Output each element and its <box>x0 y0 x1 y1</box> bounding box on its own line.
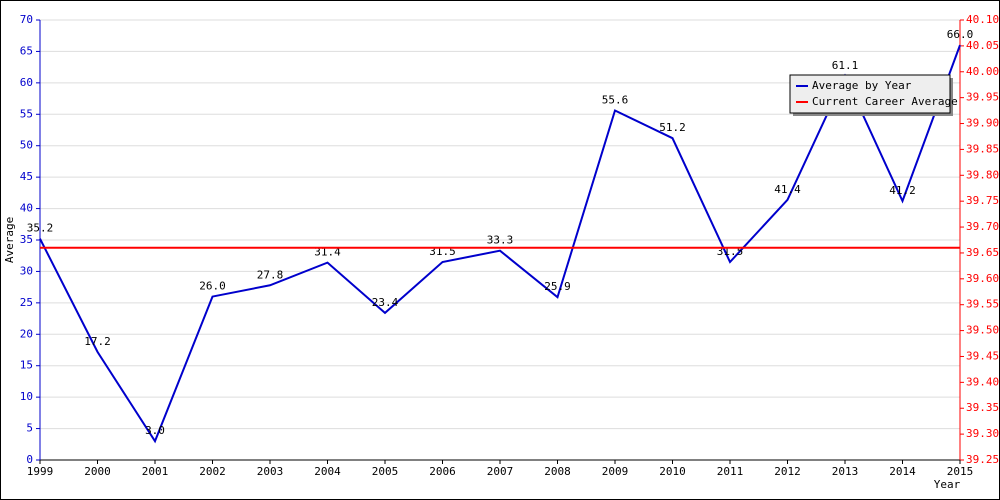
y-tick-label: 25 <box>20 296 33 309</box>
x-tick-label: 2001 <box>142 465 169 478</box>
x-tick-label: 2002 <box>199 465 226 478</box>
x-tick-label: 2005 <box>372 465 399 478</box>
x-tick-label: 2013 <box>832 465 859 478</box>
y2-tick-label: 40.00 <box>966 65 999 78</box>
y-tick-label: 20 <box>20 327 33 340</box>
y2-tick-label: 39.70 <box>966 220 999 233</box>
data-label: 51.2 <box>659 121 686 134</box>
y2-tick-label: 39.25 <box>966 453 999 466</box>
x-tick-label: 2000 <box>84 465 111 478</box>
y-tick-label: 60 <box>20 76 33 89</box>
y2-tick-label: 39.40 <box>966 375 999 388</box>
x-tick-label: 2015 <box>947 465 974 478</box>
y2-tick-label: 39.95 <box>966 91 999 104</box>
y-tick-label: 0 <box>26 453 33 466</box>
y-tick-label: 55 <box>20 107 33 120</box>
y2-tick-label: 39.85 <box>966 142 999 155</box>
y-tick-label: 5 <box>26 422 33 435</box>
y2-tick-label: 39.55 <box>966 298 999 311</box>
data-label: 41.4 <box>774 183 801 196</box>
x-tick-label: 2012 <box>774 465 801 478</box>
x-axis-label: Year <box>934 478 961 491</box>
x-tick-label: 2008 <box>544 465 571 478</box>
y2-tick-label: 40.10 <box>966 13 999 26</box>
y-tick-label: 45 <box>20 170 33 183</box>
y-tick-label: 35 <box>20 233 33 246</box>
y2-tick-label: 40.05 <box>966 39 999 52</box>
y2-tick-label: 39.45 <box>966 349 999 362</box>
x-tick-label: 2009 <box>602 465 629 478</box>
y2-tick-label: 39.50 <box>966 324 999 337</box>
data-label: 35.2 <box>27 222 54 235</box>
data-label: 27.8 <box>257 268 284 281</box>
y-tick-label: 65 <box>20 44 33 57</box>
legend-label: Current Career Average <box>812 95 958 108</box>
y2-tick-label: 39.35 <box>966 401 999 414</box>
y-axis-label: Average <box>3 217 16 263</box>
y2-tick-label: 39.90 <box>966 117 999 130</box>
y-tick-label: 70 <box>20 13 33 26</box>
data-label: 61.1 <box>832 59 859 72</box>
legend-label: Average by Year <box>812 79 912 92</box>
y2-tick-label: 39.75 <box>966 194 999 207</box>
x-tick-label: 2007 <box>487 465 514 478</box>
data-label: 3.0 <box>145 424 165 437</box>
y-tick-label: 30 <box>20 264 33 277</box>
data-label: 66.0 <box>947 28 974 41</box>
y-tick-label: 40 <box>20 202 33 215</box>
y2-tick-label: 39.80 <box>966 168 999 181</box>
y2-tick-label: 39.65 <box>966 246 999 259</box>
x-tick-label: 1999 <box>27 465 54 478</box>
series-line <box>39 44 961 444</box>
x-tick-label: 2006 <box>429 465 456 478</box>
data-label: 55.6 <box>602 94 629 107</box>
data-label: 17.2 <box>84 335 111 348</box>
data-label: 23.4 <box>372 296 399 309</box>
data-label: 26.0 <box>199 280 226 293</box>
x-tick-label: 2014 <box>889 465 916 478</box>
y-tick-label: 50 <box>20 139 33 152</box>
x-tick-label: 2011 <box>717 465 744 478</box>
x-tick-label: 2004 <box>314 465 341 478</box>
y-tick-label: 15 <box>20 359 33 372</box>
data-label: 25.9 <box>544 280 571 293</box>
legend <box>789 74 951 114</box>
data-label: 41.2 <box>889 184 916 197</box>
y-tick-label: 10 <box>20 390 33 403</box>
y2-tick-label: 39.30 <box>966 427 999 440</box>
x-tick-label: 2003 <box>257 465 284 478</box>
data-label: 31.4 <box>314 246 341 259</box>
x-tick-label: 2010 <box>659 465 686 478</box>
data-label: 33.3 <box>487 234 514 247</box>
y2-tick-label: 39.60 <box>966 272 999 285</box>
